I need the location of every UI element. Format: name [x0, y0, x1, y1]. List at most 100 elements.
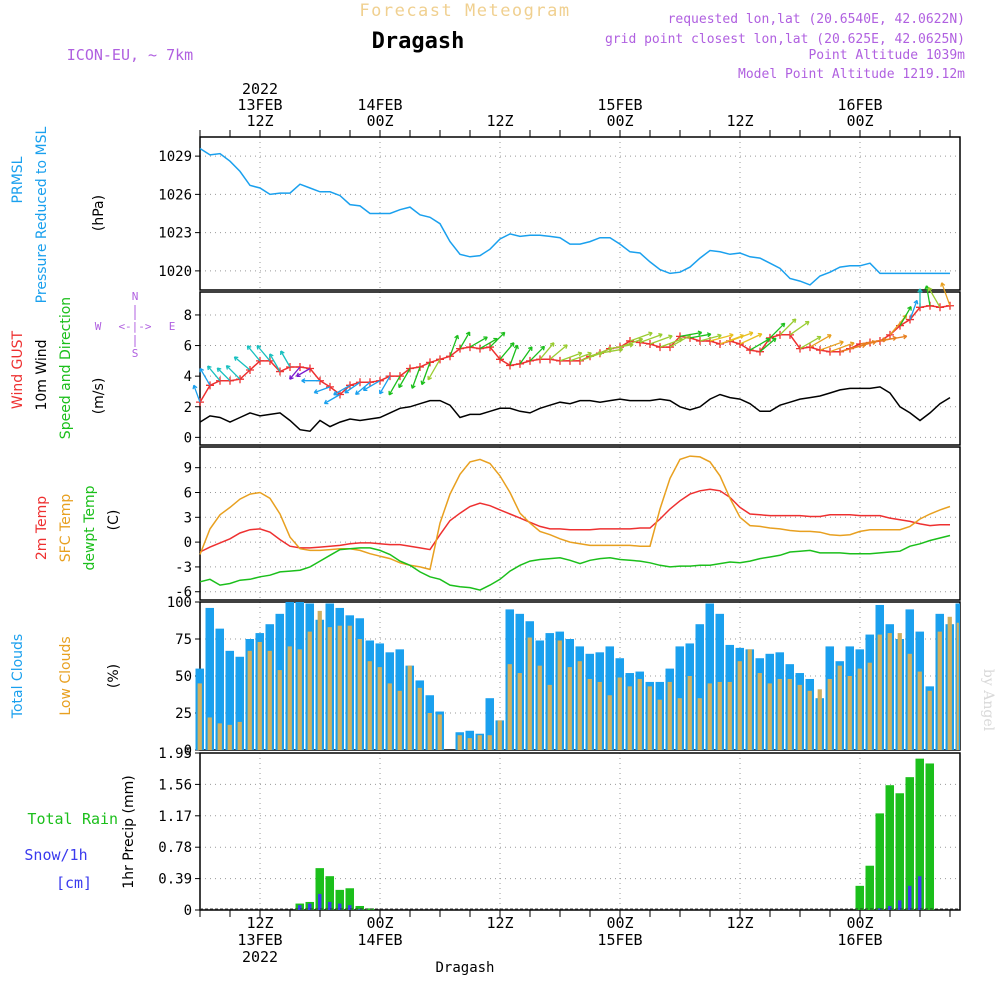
top-time-label-3-0: 15FEB [597, 96, 642, 114]
compass-center: <-|-> [118, 320, 151, 333]
top-time-label-2-0: 12Z [486, 112, 513, 130]
gust-marker [516, 359, 524, 368]
wind-ytick-label-1: 2 [184, 400, 192, 416]
footer-location-label: Dragash [435, 960, 494, 976]
gust-marker [506, 361, 514, 370]
bottom-time-label-5-0: 00Z [846, 914, 873, 932]
snow-bar [318, 893, 322, 910]
precip-label-rain: Rain [82, 810, 118, 828]
wind-direction-arrow [739, 332, 763, 345]
gust-marker [426, 358, 434, 367]
pressure-ytick-label-0: 1020 [158, 264, 192, 280]
rain-bar [895, 793, 904, 910]
pressure-ytick-label-1: 1023 [158, 226, 192, 242]
header-point-altitude: Point Altitude 1039m [808, 48, 965, 63]
low-cloud-bar [677, 698, 682, 750]
wind-direction-arrow [489, 331, 506, 348]
wind-direction-arrow [779, 318, 797, 336]
low-cloud-bar [637, 678, 642, 750]
low-cloud-bar [707, 683, 712, 750]
wind-direction-arrow [199, 367, 211, 386]
gust-marker [246, 366, 254, 375]
rain-bar [915, 758, 924, 910]
low-cloud-bar [847, 676, 852, 750]
top-time-label-0-1: 13FEB [237, 96, 282, 114]
low-cloud-bar [697, 698, 702, 750]
wind-direction-arrow [398, 368, 411, 389]
low-cloud-bar [607, 695, 612, 750]
wind-direction-arrow [459, 331, 471, 349]
low-cloud-bar [887, 633, 892, 750]
wind-direction-arrow [559, 351, 583, 362]
wind-direction-arrow [362, 380, 381, 392]
wind-direction-arrow [599, 347, 624, 354]
precip-label-unit: 1hr Precip (mm) [121, 775, 137, 888]
precip-ytick-label-3: 1.17 [158, 809, 192, 825]
gust-marker [326, 382, 334, 391]
wind-direction-arrow [354, 381, 371, 396]
gust-marker [356, 378, 364, 387]
gust-marker [496, 355, 504, 364]
low-cloud-bar [407, 665, 412, 750]
cloud-label-unit: (%) [106, 664, 122, 688]
wind-direction-arrow [269, 353, 281, 372]
top-time-label-4-0: 12Z [726, 112, 753, 130]
total-cloud-bar [215, 628, 224, 750]
low-cloud-bar [657, 699, 662, 750]
pressure-label-prmsl: PRMSL [10, 156, 26, 203]
wind-direction-arrow [216, 367, 231, 382]
bottom-time-label-2-0: 12Z [486, 914, 513, 932]
total-cloud-bar [205, 607, 214, 750]
wind-direction-arrow [940, 282, 951, 307]
wind-direction-arrow [879, 334, 908, 342]
low-cloud-bar [507, 664, 512, 750]
compass-e-label: E [169, 320, 176, 333]
low-cloud-bar [497, 720, 502, 750]
header-model-altitude: Model Point Altitude 1219.12m [738, 67, 965, 82]
wind-direction-arrow [233, 356, 251, 371]
low-cloud-bar [727, 681, 732, 750]
compass-s-label: S [132, 347, 139, 360]
low-cloud-bar [557, 640, 562, 750]
low-cloud-bar [357, 639, 362, 750]
wind-direction-arrow [499, 342, 515, 360]
low-cloud-bar [687, 676, 692, 750]
pressure-line [199, 147, 950, 286]
low-cloud-bar [617, 677, 622, 750]
low-cloud-bar [267, 650, 272, 750]
clouds-ytick-label-3: 75 [175, 632, 192, 648]
wind-direction-arrow [410, 366, 421, 389]
bottom-time-label-0-1: 13FEB [237, 931, 282, 949]
snow-bar [328, 901, 332, 910]
bottom-time-label-0-0: 12Z [246, 914, 273, 932]
snow-bar [308, 903, 312, 910]
temperature-panel-frame [199, 446, 961, 601]
snow-bar [918, 876, 922, 910]
wind-label-unit: (m/s) [91, 378, 107, 415]
wind-ytick-label-4: 8 [184, 308, 192, 324]
low-cloud-bar [897, 633, 902, 750]
temp-label-2m: 2m Temp [34, 496, 50, 560]
low-cloud-bar [627, 686, 632, 750]
wind-direction-arrow [427, 358, 441, 381]
precip-ytick-label-2: 0.78 [158, 840, 192, 856]
wind-direction-arrow [246, 345, 261, 362]
low-cloud-bar [347, 625, 352, 750]
total-cloud-bar [225, 650, 234, 750]
wind-direction-arrow [519, 346, 533, 365]
top-time-label-1-1: 00Z [366, 112, 393, 130]
low-cloud-bar [287, 646, 292, 750]
low-cloud-bar [487, 735, 492, 750]
temperature-ytick-label-5: 9 [184, 461, 192, 477]
wind-direction-arrow [829, 341, 855, 353]
gust-marker [416, 362, 424, 371]
rain-bar [885, 785, 894, 910]
gust-marker [536, 355, 544, 364]
bottom-time-label-3-1: 15FEB [597, 931, 642, 949]
wind-direction-arrow [649, 334, 673, 345]
precip-panel-frame [199, 752, 961, 911]
top-time-label-5-1: 00Z [846, 112, 873, 130]
wind-ytick-label-0: 0 [184, 430, 192, 446]
low-cloud-bar [956, 622, 959, 750]
low-cloud-bar [577, 661, 582, 750]
